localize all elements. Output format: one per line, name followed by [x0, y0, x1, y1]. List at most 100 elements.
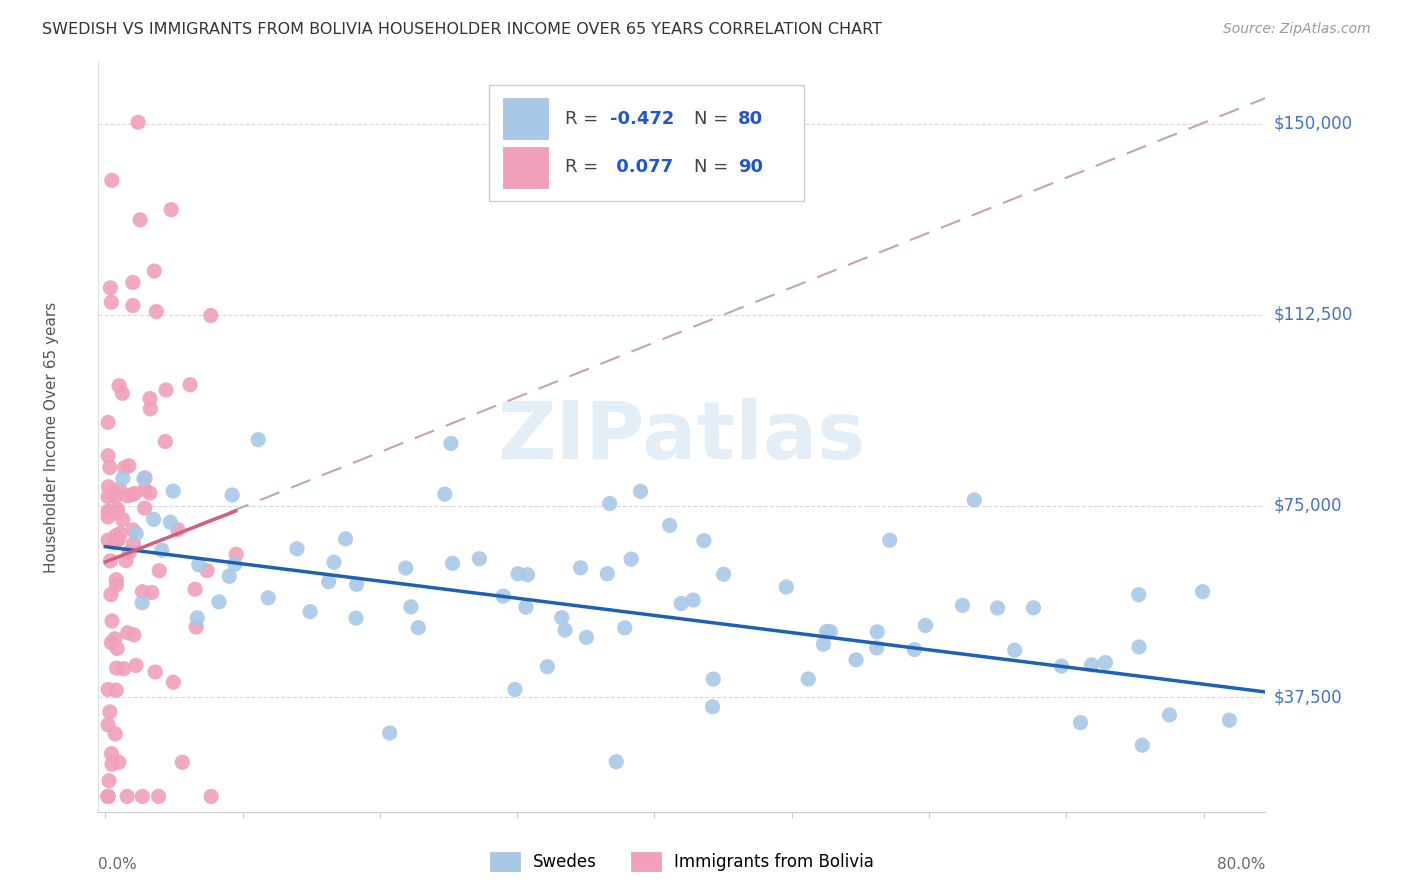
Point	[1130, 738, 1153, 752]
Point	[98, 773, 121, 788]
Point	[100, 554, 122, 568]
Point	[162, 675, 184, 690]
Point	[105, 661, 128, 675]
Point	[125, 526, 148, 541]
Text: N =: N =	[693, 159, 734, 177]
Point	[820, 624, 842, 639]
Text: -0.472: -0.472	[610, 110, 673, 128]
Point	[107, 755, 129, 769]
Point	[112, 662, 135, 676]
Point	[879, 533, 901, 548]
Point	[200, 309, 222, 323]
Point	[378, 726, 401, 740]
Point	[569, 561, 592, 575]
Point	[111, 471, 134, 485]
Point	[143, 264, 166, 278]
Point	[97, 416, 120, 430]
Point	[98, 504, 121, 518]
Point	[148, 789, 170, 804]
Point	[104, 529, 127, 543]
Point	[162, 483, 184, 498]
Point	[131, 596, 153, 610]
Point	[986, 601, 1008, 615]
Point	[97, 533, 120, 548]
Point	[866, 624, 889, 639]
Point	[506, 566, 529, 581]
Text: R =: R =	[565, 159, 605, 177]
Point	[159, 515, 181, 529]
Point	[775, 580, 797, 594]
Point	[613, 621, 636, 635]
Point	[408, 621, 430, 635]
Point	[100, 636, 122, 650]
Point	[605, 755, 627, 769]
Point	[166, 523, 188, 537]
Point	[134, 471, 156, 485]
Point	[335, 532, 357, 546]
Point	[200, 789, 222, 804]
Point	[620, 552, 643, 566]
Point	[468, 551, 491, 566]
Point	[1050, 659, 1073, 673]
Point	[1128, 640, 1150, 654]
Point	[97, 718, 120, 732]
Point	[100, 588, 122, 602]
Point	[118, 545, 141, 559]
Point	[98, 705, 121, 719]
Point	[100, 295, 122, 310]
Point	[105, 505, 128, 519]
Point	[104, 632, 127, 646]
Point	[121, 487, 143, 501]
Point	[104, 489, 127, 503]
Point	[142, 512, 165, 526]
Point	[131, 584, 153, 599]
Point	[145, 304, 167, 318]
Point	[682, 593, 704, 607]
Point	[127, 115, 149, 129]
Point	[122, 523, 145, 537]
Point	[97, 789, 120, 804]
Point	[554, 623, 576, 637]
Point	[693, 533, 716, 548]
Point	[208, 595, 231, 609]
Point	[1191, 584, 1213, 599]
Point	[98, 460, 121, 475]
Point	[105, 683, 128, 698]
Point	[813, 637, 835, 651]
Point	[441, 557, 464, 571]
Point	[186, 620, 208, 634]
Point	[186, 611, 208, 625]
Text: $75,000: $75,000	[1274, 497, 1343, 515]
Point	[122, 628, 145, 642]
Point	[1004, 643, 1026, 657]
Point	[97, 682, 120, 697]
Point	[221, 488, 243, 502]
Point	[97, 449, 120, 463]
Point	[108, 378, 131, 392]
Text: 0.0%: 0.0%	[98, 856, 138, 871]
Point	[184, 582, 207, 597]
Point	[492, 589, 515, 603]
Point	[101, 757, 124, 772]
Point	[97, 510, 120, 524]
Text: 80: 80	[738, 110, 763, 128]
Point	[121, 276, 143, 290]
Point	[139, 392, 162, 406]
Text: Householder Income Over 65 years: Householder Income Over 65 years	[44, 301, 59, 573]
Text: $112,500: $112,500	[1274, 306, 1353, 324]
Point	[122, 537, 145, 551]
Point	[299, 605, 322, 619]
Point	[114, 460, 136, 475]
Point	[503, 682, 526, 697]
Point	[111, 386, 134, 401]
Point	[121, 299, 143, 313]
Point	[845, 653, 868, 667]
Text: 90: 90	[738, 159, 763, 177]
Point	[866, 640, 889, 655]
Text: R =: R =	[565, 110, 605, 128]
Point	[346, 577, 368, 591]
Point	[218, 569, 240, 583]
Point	[103, 535, 125, 549]
Text: $37,500: $37,500	[1274, 688, 1343, 706]
Point	[440, 436, 463, 450]
